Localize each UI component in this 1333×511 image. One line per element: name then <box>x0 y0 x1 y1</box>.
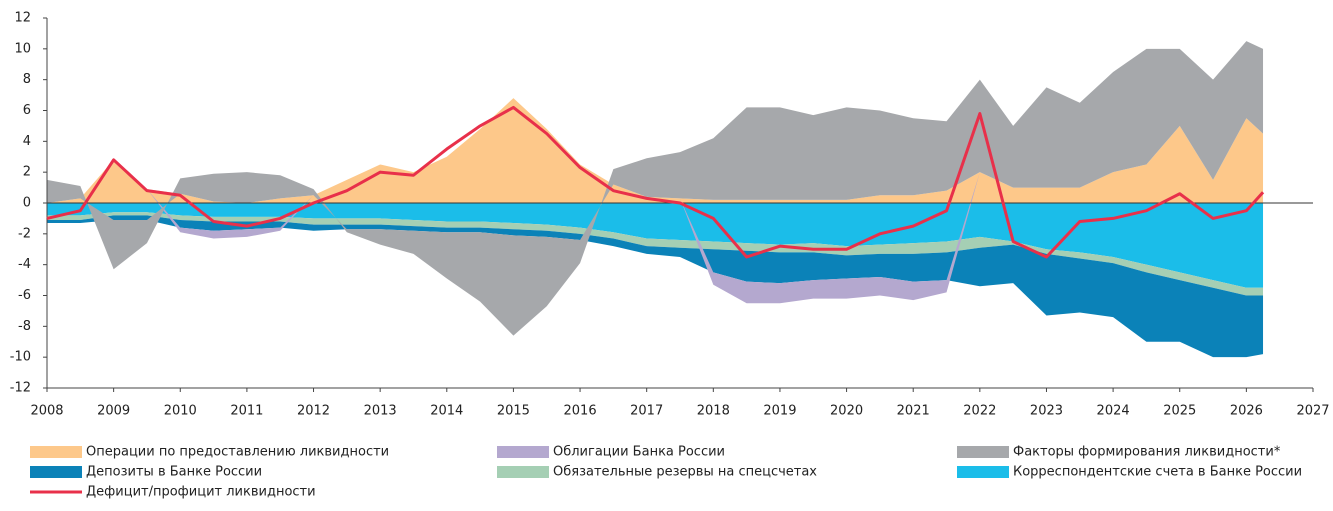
line <box>46 105 1265 259</box>
legend-swatch <box>497 466 549 478</box>
area <box>47 215 1264 358</box>
x-tick-label: 2024 <box>1097 404 1130 419</box>
x-tick-label: 2025 <box>1163 404 1196 419</box>
x-tick-label: 2027 <box>1296 404 1329 419</box>
y-tick-label: 12 <box>14 11 31 26</box>
x-tick-label: 2026 <box>1230 404 1263 419</box>
x-tick-label: 2015 <box>497 404 530 419</box>
y-tick-label: -4 <box>18 257 31 272</box>
x-tick-label: 2012 <box>297 404 330 419</box>
legend-swatch <box>30 446 82 458</box>
legend-label: Факторы формирования ликвидности* <box>1013 445 1281 460</box>
x-tick-label: 2010 <box>164 404 197 419</box>
y-tick-label: -6 <box>18 288 31 303</box>
legend-swatch <box>957 446 1009 458</box>
legend-label: Облигации Банка России <box>553 445 725 460</box>
y-tick-label: 0 <box>23 196 31 211</box>
y-tick-label: -8 <box>18 319 31 334</box>
area <box>47 203 1264 288</box>
x-tick-label: 2018 <box>697 404 730 419</box>
x-tick-label: 2020 <box>830 404 863 419</box>
y-tick-label: -10 <box>10 350 31 365</box>
x-tick-label: 2011 <box>230 404 263 419</box>
legend-label: Операции по предоставлению ликвидности <box>86 445 389 460</box>
x-tick-label: 2017 <box>630 404 663 419</box>
x-tick-label: 2023 <box>1030 404 1063 419</box>
y-tick-label: -12 <box>10 381 31 396</box>
legend-swatch <box>957 466 1009 478</box>
legend-swatch <box>497 446 549 458</box>
y-tick-label: 6 <box>23 103 31 118</box>
x-tick-label: 2021 <box>897 404 930 419</box>
legend-swatch <box>30 466 82 478</box>
x-tick-label: 2019 <box>763 404 796 419</box>
legend-label: Корреспондентские счета в Банке России <box>1013 465 1302 480</box>
y-tick-label: 10 <box>14 41 31 56</box>
legend-label: Депозиты в Банке России <box>86 465 262 480</box>
x-tick-label: 2008 <box>30 404 63 419</box>
x-tick-label: 2013 <box>364 404 397 419</box>
x-tick-label: 2016 <box>564 404 597 419</box>
legend-label: Дефицит/профицит ликвидности <box>86 485 316 500</box>
x-tick-label: 2014 <box>430 404 463 419</box>
legend-label: Обязательные резервы на спецсчетах <box>553 465 817 480</box>
y-tick-label: 2 <box>23 165 31 180</box>
y-tick-label: 8 <box>23 72 31 87</box>
y-tick-label: -2 <box>18 226 31 241</box>
area <box>47 41 1264 336</box>
x-tick-label: 2009 <box>97 404 130 419</box>
y-tick-label: 4 <box>23 134 31 149</box>
x-tick-label: 2022 <box>963 404 996 419</box>
